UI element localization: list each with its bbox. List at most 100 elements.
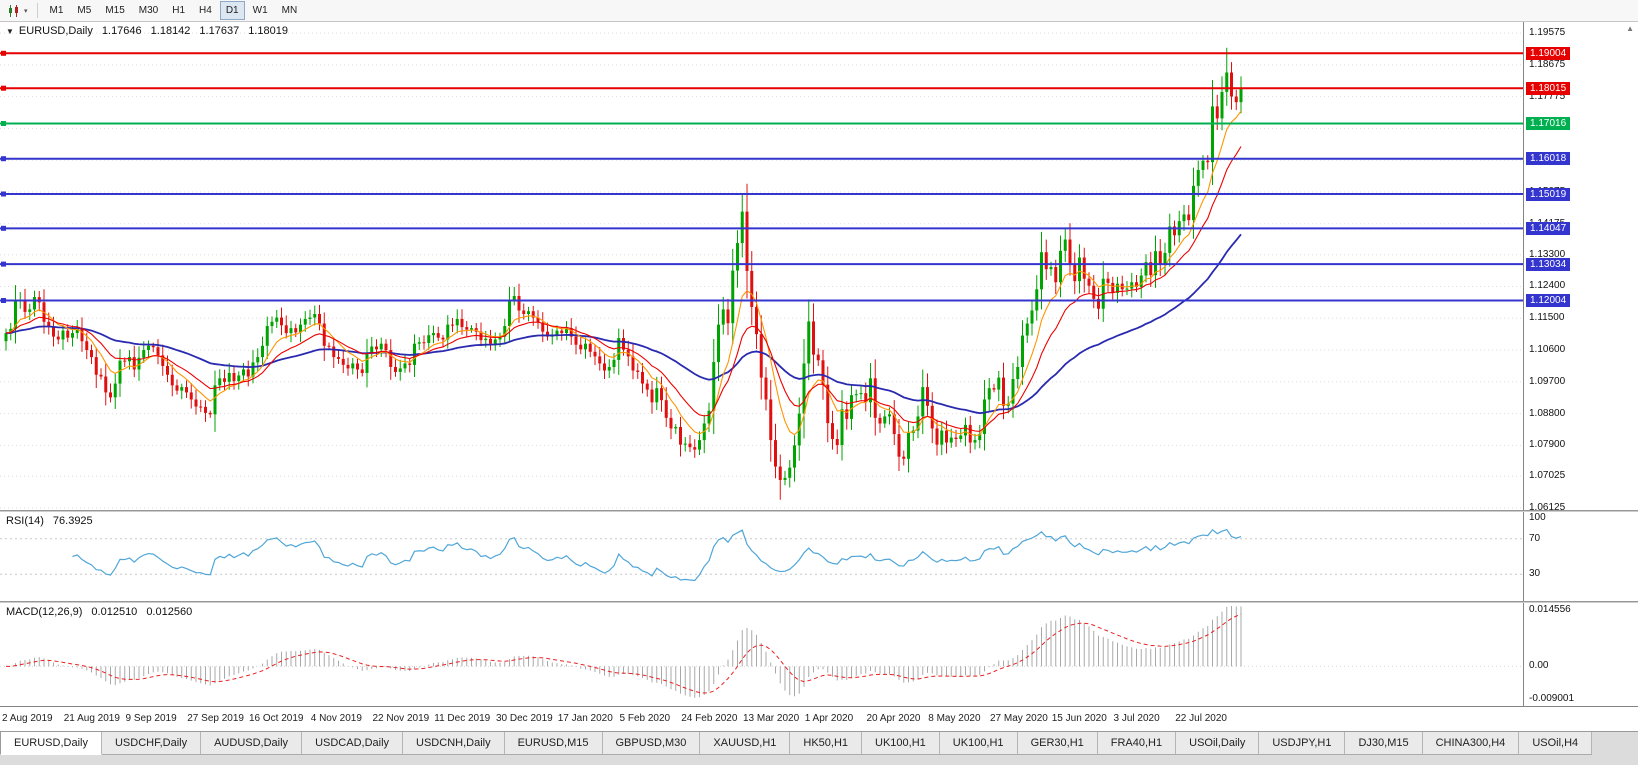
tab-usdcnh-daily[interactable]: USDCNH,Daily <box>403 732 505 755</box>
horizontal-line-1.13034[interactable] <box>0 261 1523 267</box>
ohlc-low: 1.17637 <box>199 25 240 37</box>
tab-fra40-h1[interactable]: FRA40,H1 <box>1097 732 1177 755</box>
candle <box>14 285 17 344</box>
candle <box>1016 356 1020 389</box>
horizontal-line-1.14047[interactable] <box>0 225 1523 231</box>
candle <box>308 309 312 325</box>
tab-uk100-h1[interactable]: UK100,H1 <box>939 732 1018 755</box>
candle <box>80 317 84 352</box>
timeframe-mn[interactable]: MN <box>281 5 298 16</box>
main-chart-panel[interactable]: ▼ EURUSD,Daily 1.17646 1.18142 1.17637 1.1801… <box>0 22 1523 510</box>
tab-eurusd-daily[interactable]: EURUSD,Daily <box>0 732 102 755</box>
candle <box>1130 272 1134 298</box>
tab-china300-h4[interactable]: CHINA300,H4 <box>1422 732 1520 755</box>
candle <box>1116 276 1119 303</box>
candle <box>109 383 112 403</box>
candle <box>208 410 212 418</box>
time-axis[interactable]: 2 Aug 2019 21 Aug 2019 9 Sep 2019 27 Sep 20… <box>0 706 1638 731</box>
chevron-down-icon: ▾ <box>24 7 28 15</box>
horizontal-line-1.18015[interactable] <box>0 85 1523 91</box>
x-axis-label: 20 Apr 2020 <box>866 713 921 724</box>
tab-gbpusd-m30[interactable]: GBPUSD,M30 <box>602 732 701 755</box>
x-axis-label: 11 Dec 2019 <box>434 713 491 724</box>
tab-usoil-daily[interactable]: USOil,Daily <box>1176 732 1260 755</box>
macd-header: MACD(12,26,9) 0.012510 0.012560 <box>6 606 192 618</box>
candle <box>1144 254 1148 283</box>
candle <box>726 298 730 336</box>
timeframe-h1[interactable]: H1 <box>172 5 186 16</box>
panel-splitter[interactable] <box>0 510 1638 512</box>
chart-type-button[interactable]: ▾ <box>4 3 32 19</box>
candle <box>237 371 241 390</box>
tab-usoil-h4[interactable]: USOil,H4 <box>1519 732 1593 755</box>
toolbar: ▾ M1 M5 M15 M30 H1 H4 D1 W1 MN <box>0 0 1638 22</box>
macd-axis[interactable]: 0.014556 0.00 -0.009001 <box>1523 603 1638 706</box>
horizontal-line-1.19004[interactable] <box>0 50 1523 56</box>
x-axis-label: 8 May 2020 <box>928 713 981 724</box>
chart-menu-icon[interactable]: ▼ <box>6 27 14 36</box>
candle <box>527 306 530 322</box>
tab-usdjpy-h1[interactable]: USDJPY,H1 <box>1259 732 1346 755</box>
y-axis-label: 1.07025 <box>1529 470 1566 482</box>
timeframe-w1[interactable]: W1 <box>252 5 268 16</box>
timeframe-m30[interactable]: M30 <box>138 5 159 16</box>
macd-svg <box>0 606 1523 698</box>
main-chart-svg <box>0 32 1523 509</box>
candle <box>935 419 939 456</box>
candle <box>351 358 355 375</box>
tab-audusd-daily[interactable]: AUDUSD,Daily <box>201 732 303 755</box>
candle <box>85 332 89 360</box>
candlestick-series <box>4 47 1243 500</box>
candle <box>284 315 288 339</box>
ma-8-line <box>5 110 1242 437</box>
rsi-svg <box>0 528 1523 582</box>
tab-hk50-h1[interactable]: HK50,H1 <box>790 732 863 755</box>
candle <box>1035 275 1039 321</box>
timeframe-d1[interactable]: D1 <box>219 1 245 20</box>
y-axis-label: 1.07900 <box>1529 439 1566 451</box>
candle <box>256 348 260 372</box>
candle <box>1177 210 1181 243</box>
candle <box>869 362 872 418</box>
candle <box>413 334 416 378</box>
tab-xauusd-h1[interactable]: XAUUSD,H1 <box>700 732 791 755</box>
timeframe-h4[interactable]: H4 <box>199 5 212 16</box>
tab-uk100-h1[interactable]: UK100,H1 <box>862 732 940 755</box>
tab-dj30-m15[interactable]: DJ30,M15 <box>1345 732 1423 755</box>
candle <box>470 325 473 333</box>
candle <box>698 431 701 455</box>
candlestick-chart-icon <box>9 4 18 17</box>
candle <box>1044 239 1048 280</box>
horizontal-line-1.12004[interactable] <box>0 298 1523 303</box>
candle <box>261 336 264 366</box>
price-axis[interactable]: 1.195751.186751.177751.168751.159751.150… <box>1523 22 1638 510</box>
candle <box>1206 155 1210 170</box>
candle <box>603 353 606 379</box>
y-axis-label: 1.17775 <box>1529 90 1566 102</box>
candle <box>474 323 478 341</box>
macd-signal-line <box>5 613 1242 694</box>
horizontal-line-1.16018[interactable] <box>0 156 1523 162</box>
panel-splitter[interactable] <box>0 601 1638 603</box>
timeframe-m15[interactable]: M15 <box>105 5 125 16</box>
timeframe-m5[interactable]: M5 <box>77 5 92 16</box>
horizontal-line-1.17016[interactable] <box>0 121 1523 126</box>
candle <box>1173 220 1176 246</box>
candle <box>1078 244 1081 294</box>
price-line-label: 1.17016 <box>1526 116 1571 130</box>
candle <box>227 363 231 390</box>
rsi-scale-label: 30 <box>1529 568 1541 580</box>
candle <box>379 337 383 357</box>
candle <box>641 363 644 394</box>
tab-usdcad-daily[interactable]: USDCAD,Daily <box>302 732 404 755</box>
candle <box>845 401 849 430</box>
tab-eurusd-m15[interactable]: EURUSD,M15 <box>504 732 603 755</box>
tab-usdchf-daily[interactable]: USDCHF,Daily <box>101 732 202 755</box>
macd-panel[interactable]: MACD(12,26,9) 0.012510 0.012560 <box>0 603 1523 706</box>
rsi-axis[interactable]: 100 70 30 <box>1523 512 1638 601</box>
timeframe-m1[interactable]: M1 <box>49 5 64 16</box>
horizontal-line-1.15019[interactable] <box>0 191 1523 197</box>
tab-ger30-h1[interactable]: GER30,H1 <box>1017 732 1098 755</box>
rsi-panel[interactable]: RSI(14) 76.3925 <box>0 512 1523 601</box>
candle <box>1187 205 1191 226</box>
